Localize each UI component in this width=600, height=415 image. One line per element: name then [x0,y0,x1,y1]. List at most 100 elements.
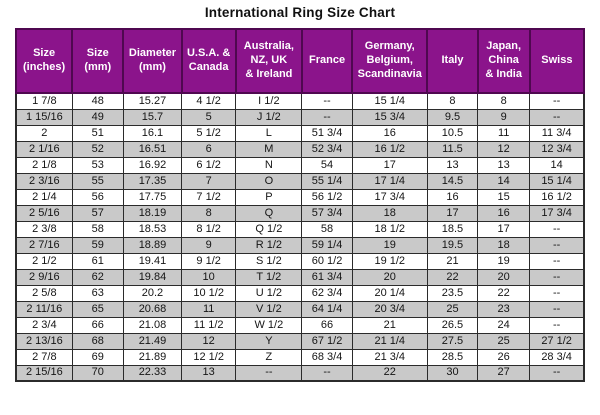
table-cell: 68 [71,332,124,350]
table-cell: 13 [181,364,237,382]
table-cell: 20 3/4 [351,300,428,318]
table-row: 2 5/8 63 20.2 10 1/2 U 1/2 62 3/4 20 1/4 23.5 22… [15,284,585,302]
column-header: Australia, NZ, UK & Ireland [234,28,303,94]
table-cell: 18.53 [122,220,183,238]
table-cell: -- [529,108,585,126]
column-header: Italy [426,28,479,94]
table-cell: 7 [181,172,237,190]
table-cell: 53 [71,156,124,174]
table-cell: 51 [71,124,124,142]
table-cell: T 1/2 [235,268,303,286]
table-cell: 56 [71,188,124,206]
table-cell: 9 1/2 [181,252,237,270]
table-cell: 18 [477,236,531,254]
column-header: U.S.A. & Canada [180,28,237,94]
table-cell: 69 [71,348,124,366]
table-cell: 66 [301,316,353,334]
table-cell: 11 [477,124,531,142]
table-cell: N [235,156,303,174]
table-cell: 2 3/16 [15,172,73,190]
table-cell: 17 3/4 [351,188,428,206]
table-cell: 24 [477,316,531,334]
table-cell: 57 3/4 [301,204,353,222]
table-cell: -- [529,284,585,302]
table-cell: 70 [71,364,124,382]
table-cell: 2 3/4 [15,316,73,334]
table-cell: -- [301,108,353,126]
column-header: Size (mm) [71,28,125,94]
table-cell: 8 1/2 [181,220,237,238]
table-cell: 8 [426,92,479,110]
table-cell: 22 [426,268,479,286]
table-cell: 15 [477,188,531,206]
table-cell: 9 [181,236,237,254]
table-cell: 2 1/8 [15,156,73,174]
table-cell: 14.5 [426,172,479,190]
table-cell: 2 7/16 [15,236,73,254]
table-cell: 21.89 [122,348,183,366]
table-cell: -- [301,364,353,382]
table-cell: 27 [477,364,531,382]
table-cell: 17.75 [122,188,183,206]
header-row: Size (inches) Size (mm) Diameter (mm) U.S.A… [14,28,586,94]
table-cell: 55 1/4 [301,172,353,190]
table-cell: 21.49 [122,332,183,350]
table-cell: 17.35 [122,172,183,190]
table-header: Size (inches) Size (mm) Diameter (mm) U.S.A… [14,28,586,94]
table-cell: 25 [426,300,479,318]
table-cell: 17 3/4 [529,204,585,222]
table-cell: 20 [477,268,531,286]
table-cell: W 1/2 [235,316,303,334]
table-cell: 18.89 [122,236,183,254]
table-cell: 55 [71,172,124,190]
table-row: 2 9/16 62 19.84 10 T 1/2 61 3/4 20 22 20 -- [15,268,585,286]
table-row: 2 1/16 52 16.51 6 M 52 3/4 16 1/2 11.5 12 12 3/4 [15,140,585,158]
table-cell: 68 3/4 [301,348,353,366]
table-cell: 6 [181,140,237,158]
table-cell: 16.92 [122,156,183,174]
table-cell: 67 1/2 [301,332,353,350]
table-cell: -- [529,236,585,254]
table-cell: 16 1/2 [529,188,585,206]
table-cell: 1 15/16 [15,108,73,126]
table-cell: 8 [477,92,531,110]
table-cell: 57 [71,204,124,222]
table-cell: 2 7/8 [15,348,73,366]
table-cell: 59 1/4 [301,236,353,254]
table-row: 1 15/16 49 15.7 5 J 1/2 -- 15 3/4 9.5 9 -- [15,108,585,126]
column-header: Size (inches) [14,28,74,94]
table-cell: 19.5 [426,236,479,254]
table-cell: Q [235,204,303,222]
table-cell: 18.5 [426,220,479,238]
table-cell: 2 9/16 [15,268,73,286]
table-cell: 58 [301,220,353,238]
table-cell: 11 [181,300,237,318]
table-cell: 23 [477,300,531,318]
table-cell: 54 [301,156,353,174]
table-cell: 66 [71,316,124,334]
table-cell: 19 1/2 [351,252,428,270]
table-cell: 5 [181,108,237,126]
table-cell: 17 [426,204,479,222]
table-cell: 61 3/4 [301,268,353,286]
table-cell: 17 [351,156,428,174]
table-row: 2 1/8 53 16.92 6 1/2 N 54 17 13 13 14 [15,156,585,174]
table-cell: 17 1/4 [351,172,428,190]
table-cell: -- [529,92,585,110]
table-row: 2 7/8 69 21.89 12 1/2 Z 68 3/4 21 3/4 28.5 26 28 … [15,348,585,366]
table-cell: 2 [15,124,73,142]
table-cell: 10.5 [426,124,479,142]
table-cell: L [235,124,303,142]
table-cell: 21 [351,316,428,334]
table-cell: 16.1 [122,124,183,142]
table-cell: 62 [71,268,124,286]
table-cell: 20 [351,268,428,286]
table-cell: 27 1/2 [529,332,585,350]
table-cell: 2 11/16 [15,300,73,318]
table-cell: 11 1/2 [181,316,237,334]
table-cell: 4 1/2 [181,92,237,110]
table-cell: 64 1/4 [301,300,353,318]
table-cell: -- [529,364,585,382]
table-cell: 23.5 [426,284,479,302]
table-cell: 11.5 [426,140,479,158]
